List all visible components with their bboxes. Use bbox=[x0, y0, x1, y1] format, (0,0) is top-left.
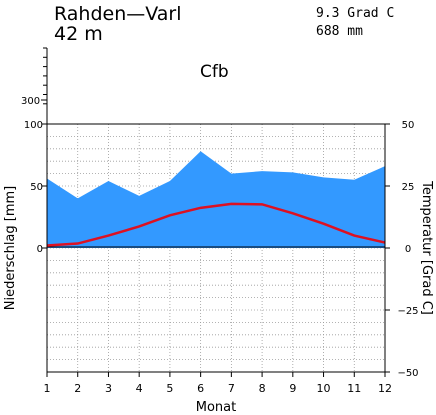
upper-axis-ticks bbox=[41, 47, 47, 105]
x-tick-label: 6 bbox=[197, 382, 204, 395]
x-axis-title: Monat bbox=[196, 400, 236, 415]
station-name: Rahden—Varl bbox=[54, 3, 182, 25]
temp-tick-label: 0 bbox=[405, 244, 411, 255]
x-tick-label: 4 bbox=[136, 382, 143, 395]
mean-temperature: 9.3 Grad C bbox=[316, 6, 394, 21]
x-tick-label: 9 bbox=[289, 382, 296, 395]
temp-tick-label: −25 bbox=[397, 306, 418, 317]
annual-precipitation: 688 mm bbox=[316, 24, 363, 39]
x-tick-label: 7 bbox=[228, 382, 235, 395]
x-tick-label: 10 bbox=[317, 382, 331, 395]
x-tick-label: 2 bbox=[74, 382, 81, 395]
temp-tick-label: −50 bbox=[397, 368, 418, 379]
x-tick-label: 1 bbox=[44, 382, 51, 395]
station-elevation: 42 m bbox=[54, 23, 103, 45]
precip-tick-label: 50 bbox=[30, 182, 43, 193]
upper-precip-tick-label: 300 bbox=[21, 96, 40, 107]
x-tick-label: 11 bbox=[347, 382, 361, 395]
x-tick-label: 3 bbox=[105, 382, 112, 395]
x-tick-label: 5 bbox=[166, 382, 173, 395]
y-axis-title-right: Temperatur [Grad C] bbox=[419, 180, 434, 315]
temp-tick-label: 25 bbox=[402, 182, 415, 193]
precip-tick-label: 100 bbox=[24, 120, 43, 131]
y-axis-title-left: Niederschlag [mm] bbox=[3, 186, 18, 311]
temperature-line bbox=[46, 202, 386, 247]
precip-tick-label: 0 bbox=[37, 244, 43, 255]
climate-class: Cfb bbox=[200, 62, 229, 82]
temp-tick-label: 50 bbox=[402, 120, 415, 131]
precipitation-area bbox=[47, 151, 385, 248]
x-tick-label: 12 bbox=[378, 382, 392, 395]
x-tick-label: 8 bbox=[259, 382, 266, 395]
